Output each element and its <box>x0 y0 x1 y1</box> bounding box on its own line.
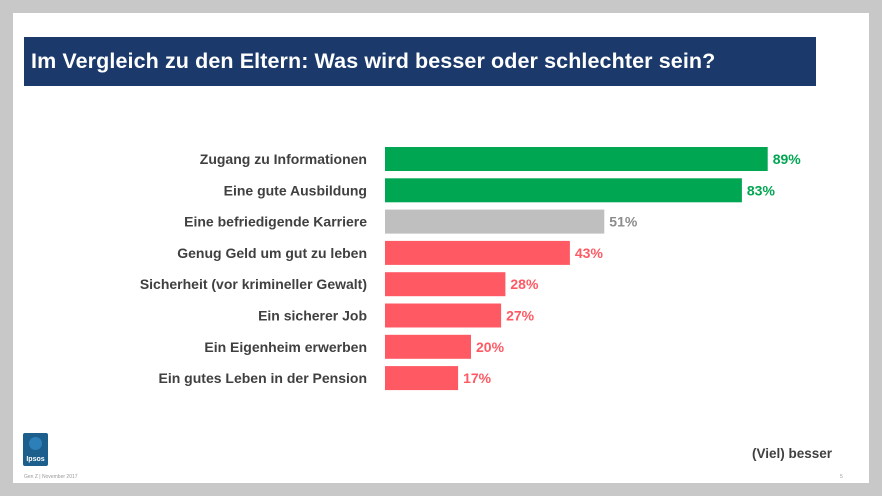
value-label: 27% <box>506 308 535 324</box>
bar <box>385 209 605 234</box>
title-bar: Im Vergleich zu den Eltern: Was wird bes… <box>24 37 816 86</box>
bar <box>385 334 471 359</box>
bar <box>385 272 506 297</box>
bar <box>385 240 570 265</box>
category-label: Eine gute Ausbildung <box>224 182 367 198</box>
value-label: 17% <box>463 370 492 386</box>
value-label: 51% <box>609 214 638 230</box>
footer-note: Gen Z | November 2017 <box>24 474 78 480</box>
value-label: 20% <box>476 339 505 355</box>
page-number: 5 <box>840 474 843 480</box>
ipsos-logo: Ipsos <box>23 433 48 466</box>
value-label: 43% <box>575 245 604 261</box>
logo-mark-icon <box>29 437 42 450</box>
bar <box>385 147 768 171</box>
bar <box>385 303 502 328</box>
value-label: 28% <box>510 276 539 292</box>
category-label: Sicherheit (vor krimineller Gewalt) <box>140 276 367 292</box>
logo-text: Ipsos <box>26 456 45 463</box>
category-label: Ein Eigenheim erwerben <box>204 339 367 355</box>
value-label: 89% <box>773 151 802 167</box>
category-label: Eine befriedigende Karriere <box>184 214 367 230</box>
category-label: Ein sicherer Job <box>258 308 367 324</box>
category-label: Ein gutes Leben in der Pension <box>159 370 367 386</box>
category-label: Genug Geld um gut zu leben <box>177 245 367 261</box>
value-label: 83% <box>747 182 776 198</box>
bar <box>385 366 459 391</box>
legend-label: (Viel) besser <box>752 446 833 461</box>
chart-title: Im Vergleich zu den Eltern: Was wird bes… <box>31 49 716 73</box>
category-label: Zugang zu Informationen <box>200 151 367 167</box>
bar <box>385 178 742 203</box>
